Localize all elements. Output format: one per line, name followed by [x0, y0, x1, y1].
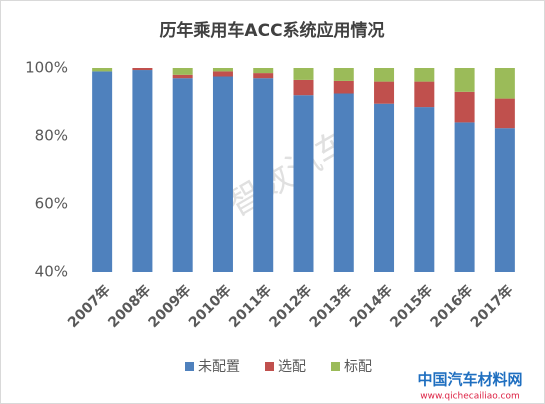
bar-segment	[333, 80, 354, 94]
bar-segment	[494, 68, 515, 99]
legend-label: 未配置	[198, 359, 240, 375]
legend-swatch	[331, 362, 340, 371]
y-tick-label: 40%	[35, 263, 68, 281]
bar-segment	[212, 76, 233, 272]
bar-segment	[293, 68, 314, 80]
bar-segment	[172, 68, 193, 75]
bar-segment	[494, 98, 515, 129]
plot-area	[92, 68, 515, 272]
bar-segment	[92, 71, 113, 272]
bar-segment	[374, 68, 395, 82]
bar-segment	[92, 68, 113, 72]
y-tick-label: 100%	[25, 59, 68, 77]
legend-label: 选配	[278, 359, 306, 375]
bar-segment	[374, 81, 395, 104]
logo-text: 中国汽车材料网	[417, 371, 522, 389]
bar-segment	[454, 122, 475, 272]
bar-segment	[253, 78, 274, 272]
chart-title: 历年乘用车ACC系统应用情况	[159, 20, 384, 41]
bar-segment	[172, 74, 193, 79]
bar-segment	[293, 95, 314, 272]
bar-segment	[414, 68, 435, 82]
bar-segment	[132, 70, 153, 272]
legend-swatch	[185, 362, 194, 371]
bar-segment	[494, 128, 515, 272]
bar-segment	[333, 68, 354, 81]
bar-segment	[414, 107, 435, 272]
bar-segment	[293, 79, 314, 96]
bar-segment	[374, 103, 395, 272]
bar-segment	[414, 81, 435, 108]
bar-segment	[454, 68, 475, 92]
logo-url: www.qichecailiao.com	[420, 392, 519, 402]
legend-swatch	[265, 362, 274, 371]
bar-segment	[333, 93, 354, 272]
bar-segment	[212, 68, 233, 72]
bar-segment	[253, 68, 274, 74]
bar-segment	[212, 71, 233, 77]
bar-segment	[132, 68, 153, 71]
y-tick-label: 80%	[35, 127, 68, 145]
bar-segment	[172, 78, 193, 272]
y-tick-label: 60%	[35, 195, 68, 213]
bar-segment	[253, 73, 274, 79]
bar-segment	[454, 91, 475, 123]
legend-label: 标配	[344, 359, 372, 375]
